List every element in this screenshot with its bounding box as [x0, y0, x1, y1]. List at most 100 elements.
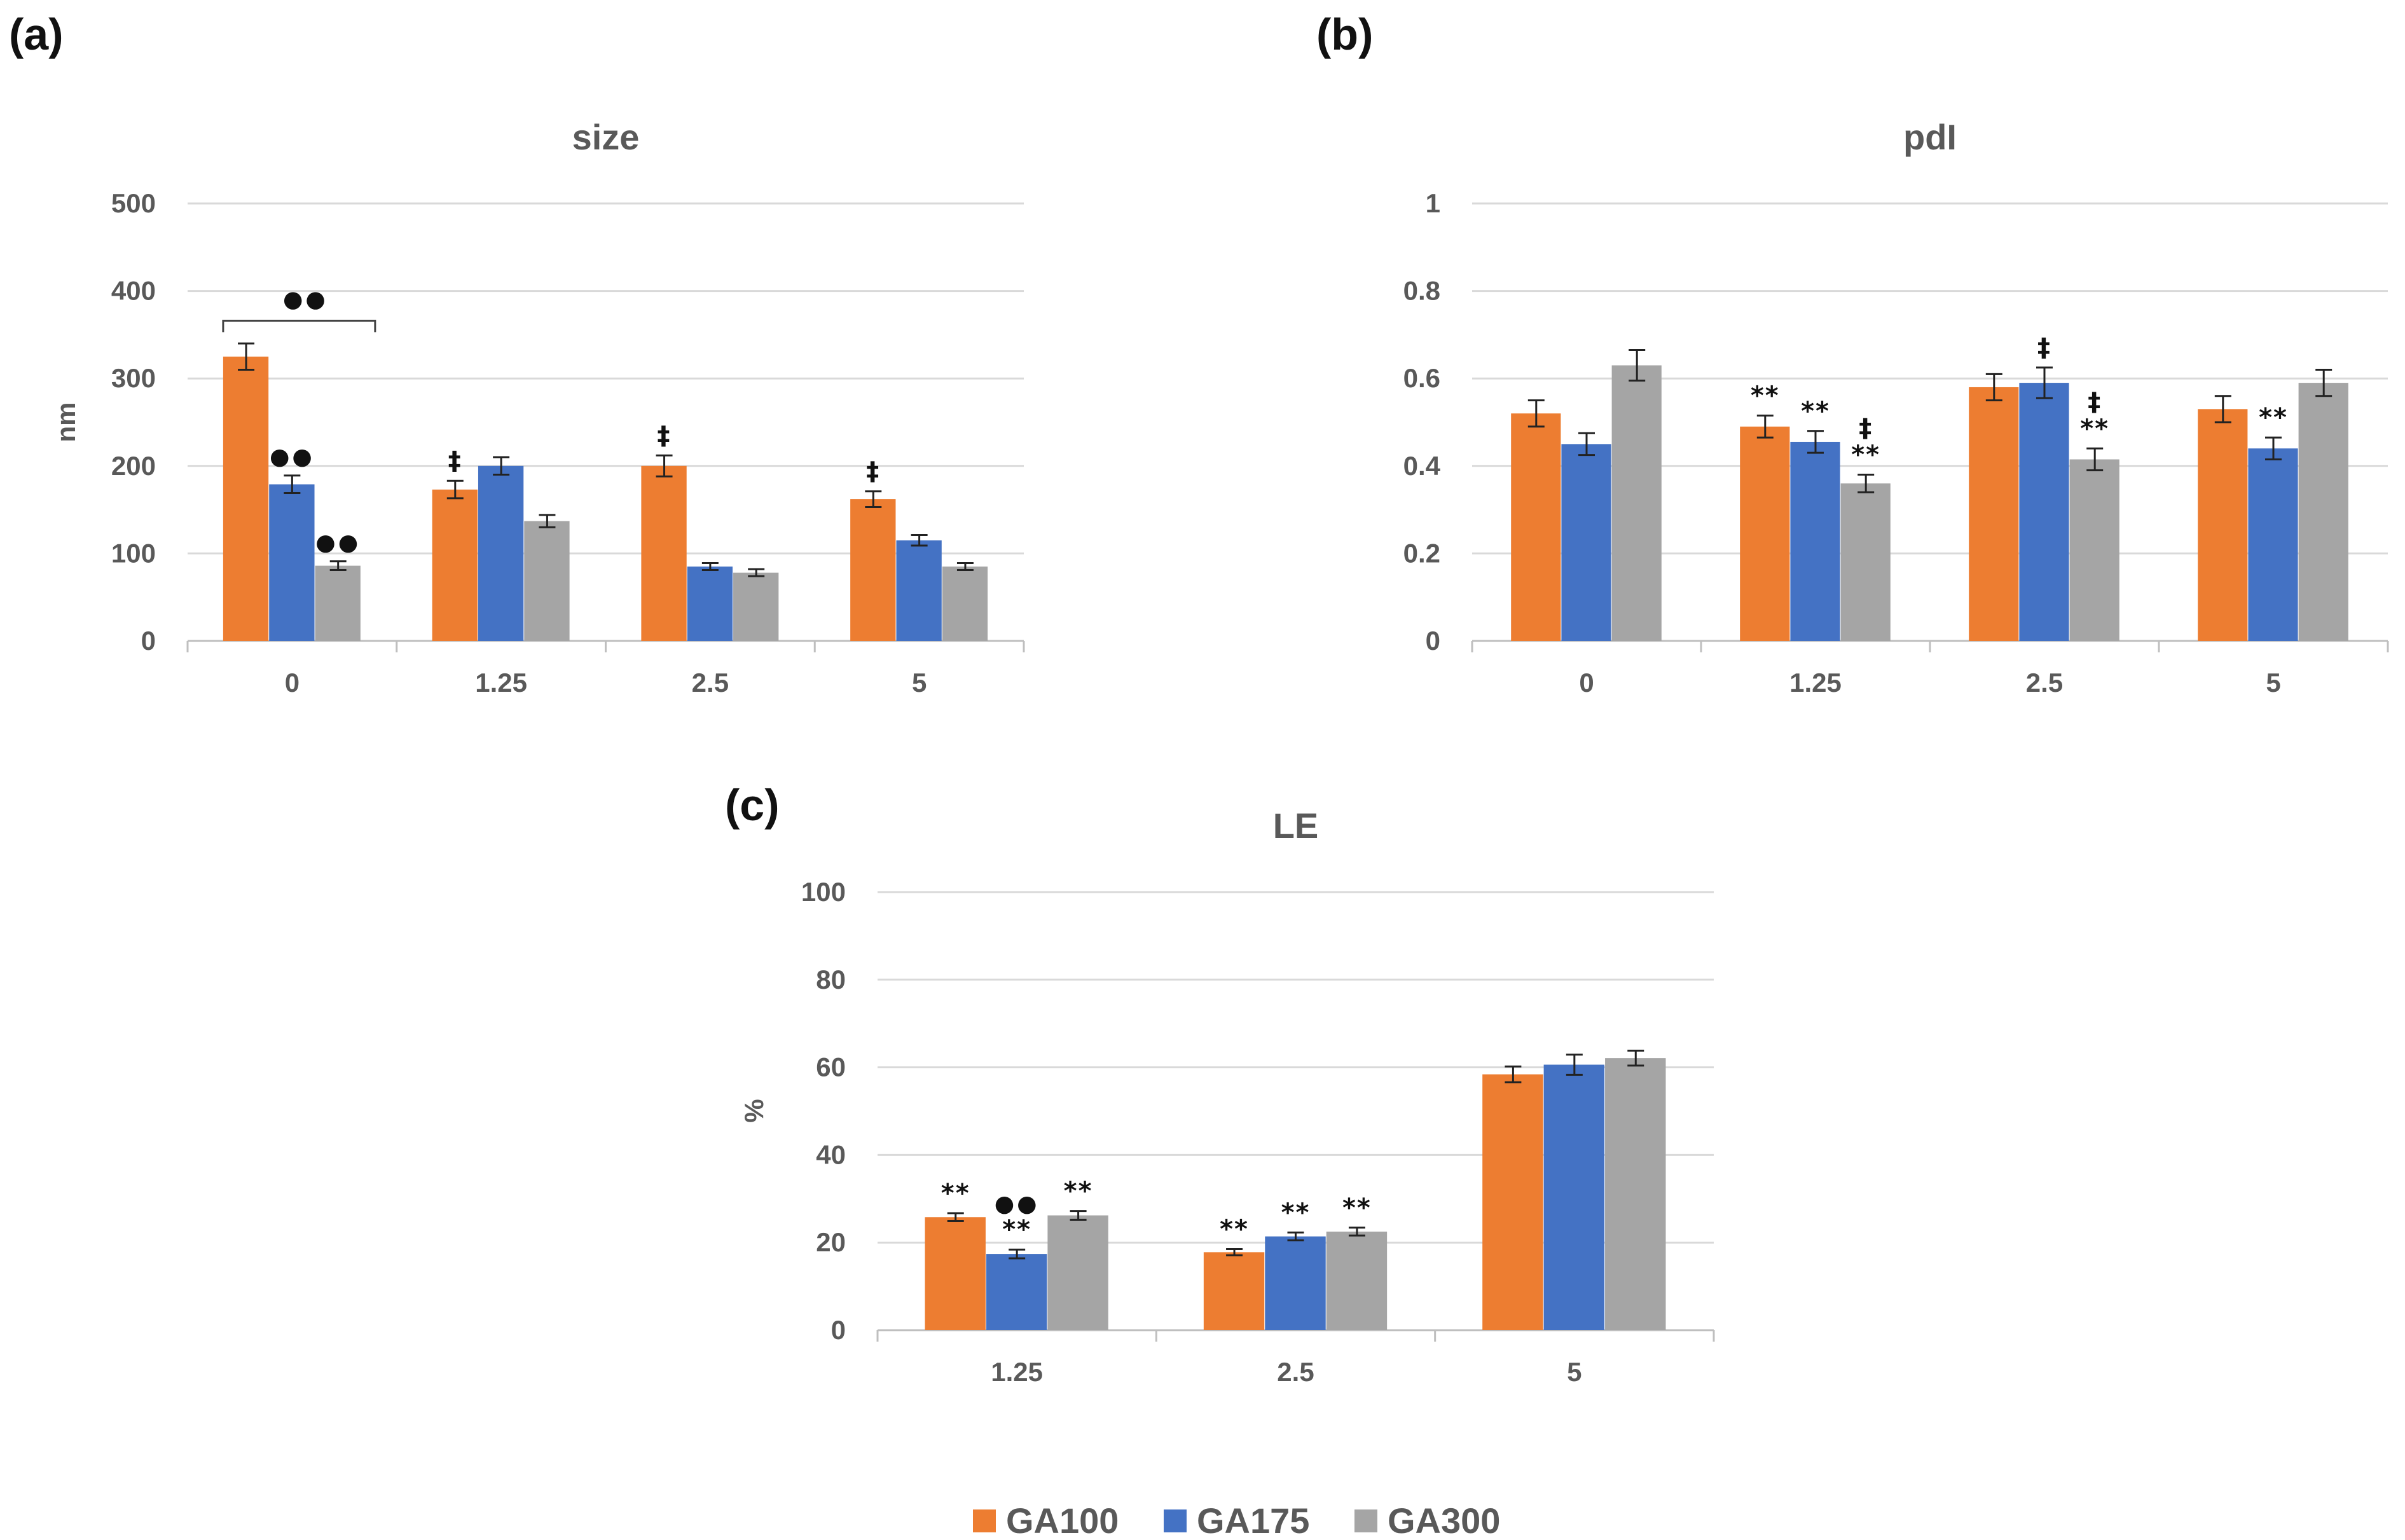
significance-stars: **: [1851, 441, 1880, 470]
error-bar: [284, 474, 301, 494]
bar-ga100-1-25: [925, 1217, 986, 1330]
bar-ga175-2-5: [1265, 1236, 1326, 1330]
x-tick-label: 2.5: [1277, 1357, 1314, 1387]
significance-dagger: ‡: [2088, 387, 2102, 416]
error-bar: [329, 560, 347, 572]
significance-stars: **: [1220, 1215, 1249, 1244]
bar-ga300-2-5: [1326, 1231, 1388, 1330]
error-bar: [748, 568, 765, 577]
error-bar: [1807, 430, 1824, 454]
legend-label: GA175: [1197, 1501, 1309, 1540]
error-bar: [1566, 1054, 1583, 1076]
significance-stars: **: [1064, 1177, 1093, 1206]
panel-label-b: (b): [1316, 10, 1373, 59]
bar-ga300-1-25: [524, 521, 570, 641]
significance-stars: **: [2080, 414, 2109, 443]
bar-ga175-1-25: [478, 465, 524, 641]
x-tick-label: 5: [1567, 1357, 1582, 1387]
error-bar: [1287, 1231, 1304, 1242]
legend-swatch: [1164, 1509, 1187, 1532]
significance-dots: ●●: [270, 444, 315, 470]
legend-label: GA100: [1006, 1501, 1119, 1540]
panel-label-a: (a): [9, 10, 64, 59]
bracket-line: [222, 319, 376, 333]
significance-stars: **: [1002, 1215, 1031, 1244]
y-tick-label: 0.6: [1403, 363, 1440, 393]
bar-ga100-2-5: [1203, 1252, 1265, 1330]
bar-ga175-5: [896, 540, 942, 641]
error-bar: [911, 534, 928, 547]
y-tick-label: 0.8: [1403, 276, 1440, 306]
y-tick-label: 100: [111, 538, 156, 568]
error-bar: [701, 562, 719, 572]
bar-ga175-0: [269, 484, 315, 641]
bar-ga175-2-5: [2019, 383, 2069, 641]
significance-stars: **: [2259, 403, 2288, 432]
y-tick-label: 0: [141, 626, 156, 656]
significance-stars: **: [1281, 1198, 1311, 1227]
y-tick-label: 0.2: [1403, 538, 1440, 568]
y-tick-label: 300: [111, 363, 156, 393]
y-tick-label: 40: [816, 1139, 846, 1169]
x-tick-label: 5: [912, 668, 927, 698]
significance-stars: **: [1751, 382, 1780, 411]
error-bar: [1985, 373, 2002, 402]
bar-ga300-0: [315, 565, 361, 641]
significance-dots: ●●: [995, 1191, 1040, 1217]
bar-ga100-5: [850, 499, 896, 641]
significance-stars: **: [941, 1179, 970, 1208]
y-tick-label: 200: [111, 451, 156, 481]
error-bar: [1070, 1210, 1087, 1221]
error-bar: [1505, 1065, 1522, 1083]
error-bar: [1627, 1049, 1644, 1067]
panel-label-c: (c): [725, 780, 780, 830]
y-tick-label: 0: [831, 1315, 846, 1345]
error-bar: [1009, 1248, 1026, 1260]
comparison-bracket: ●●: [222, 286, 376, 333]
x-tick-label: 5: [2266, 668, 2280, 698]
legend-item-ga100: GA100: [973, 1501, 1119, 1540]
significance-dagger: ‡: [448, 446, 462, 476]
bar-ga175-5: [1543, 1064, 1605, 1330]
significance-stars: **: [1342, 1193, 1372, 1223]
size-chart: size nm 0 100 200 300 400 500 0 1.25 2.5 5 ●● ●● ‡ ‡ ‡ ●●: [51, 117, 1025, 698]
chart-title: pdI: [1903, 117, 1957, 157]
legend-swatch: [973, 1509, 996, 1532]
bar-ga100-0: [223, 356, 269, 641]
bar-ga300-1-25: [1047, 1215, 1108, 1330]
x-tick-label: 1.25: [475, 668, 527, 698]
bar-ga175-1-25: [1790, 441, 1840, 641]
bar-ga100-1-25: [1740, 426, 1790, 641]
y-tick-label: 60: [816, 1052, 846, 1082]
legend-item-ga175: GA175: [1164, 1501, 1309, 1540]
error-bar: [1857, 474, 1875, 493]
bar-ga300-0: [1611, 365, 1662, 641]
bar-ga100-5: [1482, 1074, 1543, 1330]
bar-ga300-5: [942, 567, 988, 641]
bar-ga300-5: [1605, 1058, 1666, 1330]
bar-ga175-5: [2248, 448, 2298, 641]
error-bar: [2315, 368, 2333, 397]
error-bar: [865, 490, 882, 508]
significance-dots: ●●: [315, 530, 361, 556]
error-bar: [493, 456, 510, 476]
error-bar: [956, 562, 974, 572]
significance-dagger: ‡: [866, 457, 880, 486]
bar-ga300-2-5: [733, 572, 779, 641]
error-bar: [656, 454, 673, 478]
error-bar: [2086, 447, 2104, 472]
y-axis-label: nm: [51, 402, 81, 443]
error-bar: [539, 514, 556, 528]
bar-ga300-1-25: [1840, 483, 1891, 641]
x-tick-label: 2.5: [692, 668, 729, 698]
error-bar: [1348, 1227, 1365, 1237]
x-tick-label: 0: [1579, 668, 1594, 698]
bar-ga300-5: [2298, 383, 2348, 641]
y-axis-label: %: [739, 1099, 769, 1122]
error-bar: [1578, 432, 1595, 457]
significance-stars: **: [1801, 397, 1830, 426]
bar-ga100-2-5: [641, 465, 687, 641]
significance-dagger: ‡: [658, 421, 672, 450]
y-tick-label: 20: [816, 1227, 846, 1257]
